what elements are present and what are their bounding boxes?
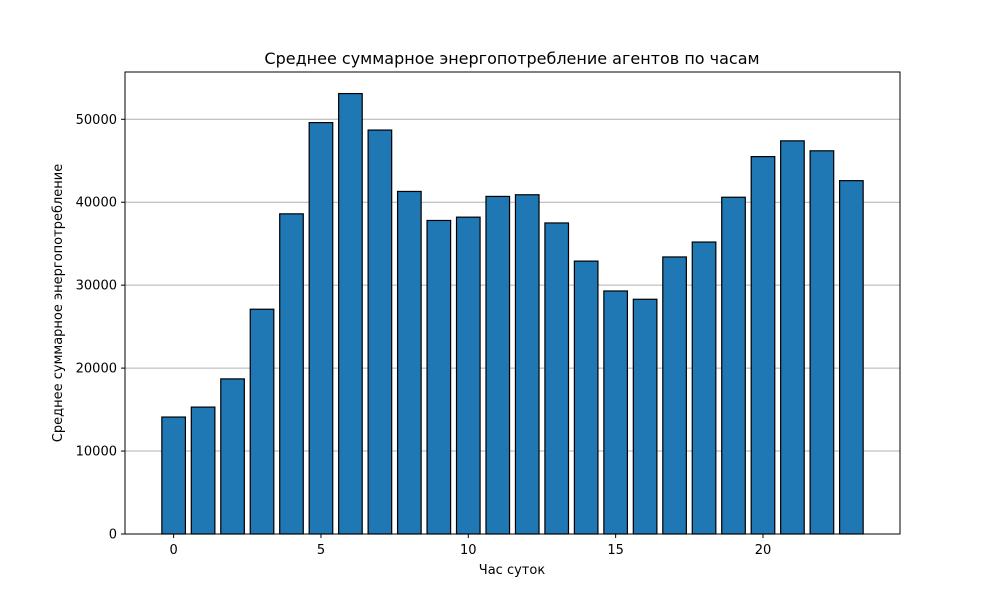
bar-hour-23 <box>838 180 864 535</box>
y-tick-label: 40000 <box>76 196 117 211</box>
bar-hour-5 <box>308 121 334 535</box>
bar-hour-17 <box>662 256 687 535</box>
y-axis-ticks: 0 10000 20000 30000 40000 50000 <box>76 113 125 543</box>
bar-hour-21 <box>780 140 805 535</box>
y-tick-label: 50000 <box>76 113 117 128</box>
bar-hour-20 <box>750 156 776 535</box>
x-tick-label: 15 <box>607 543 624 558</box>
bar-hour-19 <box>721 196 746 535</box>
bar-hour-1 <box>190 406 216 535</box>
bar-hour-16 <box>632 298 658 535</box>
plot-frame <box>124 71 901 535</box>
x-axis-label: Час суток <box>479 563 546 578</box>
y-tick-label: 30000 <box>76 279 117 294</box>
bar-hour-6 <box>338 92 363 535</box>
bar-hour-0 <box>161 416 187 535</box>
bar-hour-12 <box>514 194 540 535</box>
chart-title: Среднее суммарное энергопотребление аген… <box>264 49 759 68</box>
bars <box>161 92 864 535</box>
bar-hour-11 <box>485 195 511 535</box>
y-tick-label: 0 <box>109 528 117 543</box>
x-axis-ticks: 0 5 10 15 20 <box>169 534 771 558</box>
x-tick-label: 10 <box>460 543 477 558</box>
bar-hour-4 <box>279 213 304 535</box>
bar-hour-9 <box>426 219 452 535</box>
bar-hour-7 <box>367 129 393 535</box>
bar-hour-22 <box>809 150 835 535</box>
y-axis-label: Среднее суммарное энергопотребление <box>51 164 66 442</box>
bar-hour-13 <box>544 222 570 535</box>
bar-hour-10 <box>455 216 481 535</box>
bar-hour-14 <box>573 260 599 535</box>
y-tick-label: 10000 <box>76 445 117 460</box>
x-tick-label: 20 <box>755 543 772 558</box>
bar-hour-18 <box>691 241 717 535</box>
x-tick-label: 5 <box>317 543 325 558</box>
x-tick-label: 0 <box>169 543 177 558</box>
bar-hour-3 <box>249 308 275 535</box>
bar-hour-8 <box>396 190 422 535</box>
bar-hour-15 <box>603 290 629 535</box>
y-tick-label: 20000 <box>76 362 117 377</box>
bar-hour-2 <box>220 378 245 535</box>
